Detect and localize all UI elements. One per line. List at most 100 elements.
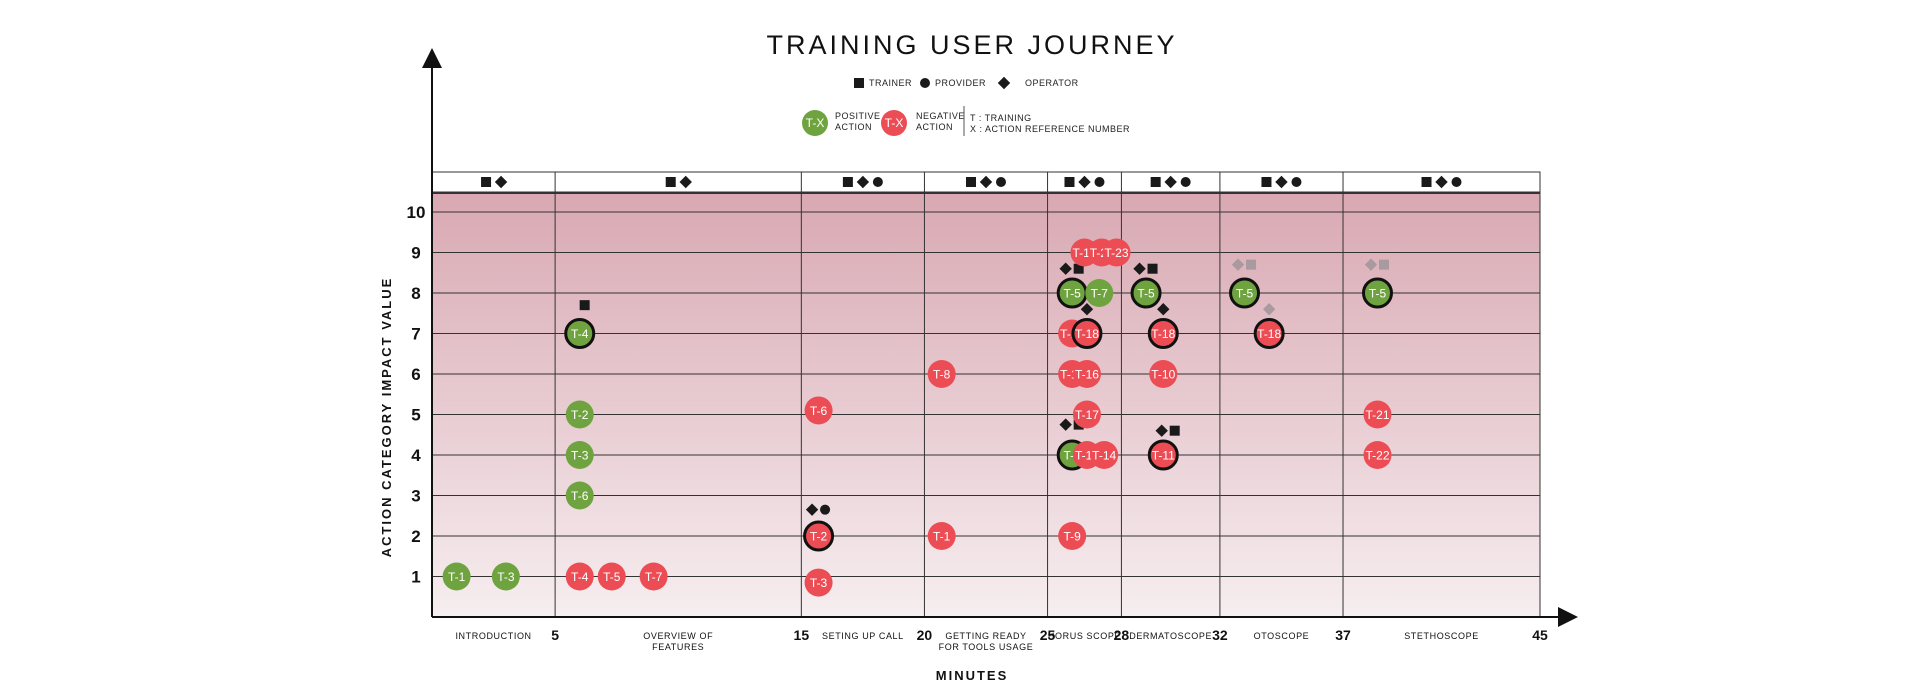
circle-icon	[1451, 177, 1462, 187]
legend-operator-label: OPERATOR	[1025, 78, 1079, 88]
phase-label: OVERVIEW OF	[643, 631, 713, 641]
legend-negative-label: NEGATIVE	[916, 111, 965, 121]
phase-label: FOR TOOLS USAGE	[939, 642, 1034, 652]
phase-label: SETING UP CALL	[822, 631, 904, 641]
grid	[432, 172, 1541, 617]
diamond-icon	[494, 175, 508, 189]
diamond-icon	[1364, 258, 1378, 271]
x-axis-title: MINUTES	[936, 668, 1009, 683]
diamond-icon	[1059, 262, 1072, 275]
x-tick-label: 45	[1532, 627, 1548, 643]
square-icon	[1169, 425, 1180, 436]
data-point-label: T-4	[571, 327, 589, 341]
x-tick-label: 15	[794, 627, 810, 643]
data-point-negative	[639, 562, 668, 591]
data-point-label: T-3	[571, 449, 589, 463]
circle-icon	[820, 504, 831, 515]
data-point-negative	[927, 360, 956, 388]
circle-icon	[872, 177, 883, 187]
data-point-negative	[1102, 238, 1131, 267]
diamond-icon	[1262, 303, 1276, 316]
phase-label: FEATURES	[652, 642, 704, 652]
data-point-negative	[803, 520, 835, 552]
square-icon	[966, 177, 976, 187]
data-point-negative	[597, 562, 626, 591]
data-point-label: T-8	[933, 368, 951, 382]
data-point-label: T-7	[1091, 287, 1109, 301]
data-point-label: T-21	[1365, 408, 1389, 422]
phase-label: HORUS SCOPE	[1048, 631, 1121, 641]
square-icon	[481, 177, 492, 187]
diamond-icon	[1275, 175, 1288, 189]
data-point-negative	[927, 522, 956, 550]
legend-key-line: T : TRAINING	[970, 113, 1032, 123]
axes	[422, 48, 1578, 627]
y-tick-label: 10	[407, 203, 426, 222]
data-point-label: T-3	[497, 570, 515, 584]
y-tick-label: 9	[411, 244, 420, 263]
legend-negative-label: ACTION	[916, 122, 953, 132]
x-tick-label: 37	[1335, 627, 1351, 643]
diamond-icon	[1080, 303, 1094, 316]
y-tick-label: 3	[411, 487, 420, 506]
phase-header	[431, 171, 1541, 194]
square-icon	[842, 177, 853, 187]
phase-label: DERMATOSCOPE	[1129, 631, 1212, 641]
y-tick-label: 1	[411, 568, 420, 587]
diamond-icon	[1155, 424, 1168, 437]
data-point-label: T-11	[1152, 449, 1175, 463]
y-ticks: 1 2 3 4 5 6 7 8 9 10	[407, 203, 426, 587]
square-icon	[1378, 259, 1389, 270]
data-point-negative	[1072, 400, 1101, 429]
chart-title: TRAINING USER JOURNEY	[766, 30, 1177, 60]
data-point-label: T-6	[571, 489, 589, 503]
data-point-negative	[1090, 441, 1119, 469]
circle-icon	[1094, 177, 1105, 187]
y-tick-label: 4	[411, 446, 421, 465]
diamond-icon	[1059, 418, 1072, 431]
legend-positive-symbol: T-X	[806, 116, 825, 130]
legend-positive-swatch	[802, 110, 828, 136]
data-point-negative	[565, 562, 594, 591]
y-tick-label: 2	[411, 527, 420, 546]
data-points: T-1 T-3 T-4 T-2 T-3 T-6 T-5 T-7 T-8 T-5 T-5 T-5 T-4 T…	[442, 238, 1393, 597]
data-point-label: T-7	[645, 570, 663, 584]
data-point-positive	[1229, 277, 1261, 309]
data-point-positive	[442, 562, 471, 591]
data-point-label: T-18	[1075, 327, 1099, 341]
data-point-label: T-5	[1137, 287, 1155, 301]
data-point-label: T-18	[1151, 327, 1175, 341]
square-icon	[665, 177, 676, 187]
legend-positive-label: ACTION	[835, 122, 872, 132]
y-tick-label: 5	[411, 406, 420, 425]
diamond-icon	[979, 175, 993, 189]
square-icon	[1150, 177, 1161, 187]
data-point-label: T-10	[1151, 368, 1175, 382]
data-point-positive	[1361, 277, 1393, 309]
data-point-label: T-23	[1104, 246, 1128, 260]
circle-icon	[920, 78, 930, 88]
legend-trainer-label: TRAINER	[869, 78, 912, 88]
x-ticks: 5 15 20 25 28 32 37 45	[551, 627, 1548, 643]
x-tick-label: 32	[1212, 627, 1228, 643]
square-icon	[1261, 177, 1272, 187]
square-icon	[1421, 177, 1432, 187]
x-tick-label: 20	[917, 627, 933, 643]
data-point-negative	[804, 396, 833, 425]
circle-icon	[996, 177, 1006, 187]
data-point-label: T-16	[1075, 368, 1099, 382]
circle-icon	[1291, 177, 1302, 187]
data-point-negative	[1058, 522, 1087, 550]
square-icon	[1246, 259, 1257, 270]
legend-negative-symbol: T-X	[885, 116, 904, 130]
data-point-label: T-2	[571, 408, 589, 422]
data-point-negative	[1072, 360, 1101, 388]
data-point-positive	[565, 441, 594, 469]
square-icon	[579, 300, 590, 311]
data-point-positive	[565, 400, 594, 429]
phase-label: INTRODUCTION	[455, 631, 531, 641]
data-point-negative	[804, 568, 833, 597]
